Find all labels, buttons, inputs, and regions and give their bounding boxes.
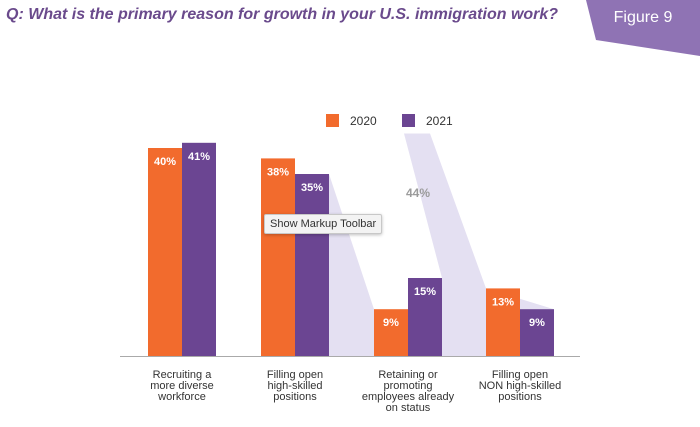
data-label-2020-3: 9% — [383, 317, 399, 329]
category-label-2: Filling open high-skilled positions — [267, 369, 323, 403]
callout-shade-left — [329, 174, 374, 356]
legend-label-2020: 2020 — [350, 114, 377, 128]
data-label-2020-2: 38% — [267, 166, 289, 178]
legend-label-2021: 2021 — [426, 114, 453, 128]
data-label-2021-1: 41% — [188, 151, 210, 163]
data-label-2020-1: 40% — [154, 156, 176, 168]
figure-label: Figure 9 — [613, 9, 673, 26]
data-label-2021-4: 9% — [529, 317, 545, 329]
data-label-2021-2: 35% — [301, 182, 323, 194]
data-label-2020-4: 13% — [492, 296, 514, 308]
bar-2021-4 — [520, 309, 554, 356]
legend-swatch-2021 — [402, 114, 415, 127]
bar-2021-1 — [182, 142, 216, 356]
bar-2020-4 — [486, 288, 520, 356]
bar-2020-1 — [148, 148, 182, 356]
callout-annotation: 44% — [406, 186, 430, 200]
figure-badge-shape — [586, 0, 700, 56]
bar-2021-3 — [408, 278, 442, 356]
bar-2021-2 — [295, 174, 329, 356]
bar-2020-3 — [374, 309, 408, 356]
question-title: Q: What is the primary reason for growth… — [6, 6, 559, 23]
figure-badge: Figure 9 — [586, 0, 700, 56]
category-label-3: Retaining or promoting employees already on… — [362, 369, 455, 414]
bar-2020-2 — [261, 158, 295, 356]
data-label-2021-3: 15% — [414, 286, 436, 298]
legend-swatch-2020 — [326, 114, 339, 127]
markup-toolbar-tooltip: Show Markup Toolbar — [264, 214, 383, 234]
category-label-4: Filling open NON high-skilled positions — [479, 369, 562, 403]
category-label-1: Recruiting a more diverse workforce — [150, 369, 214, 403]
